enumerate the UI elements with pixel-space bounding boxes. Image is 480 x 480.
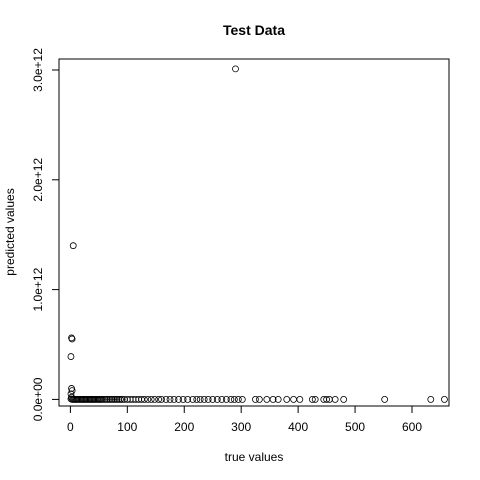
data-point — [175, 396, 182, 403]
data-point — [340, 396, 348, 403]
data-point — [274, 396, 282, 403]
data-point — [209, 396, 217, 403]
data-point — [232, 65, 239, 73]
data-point — [200, 396, 208, 403]
x-tick-label: 400 — [288, 420, 308, 434]
data-point — [252, 396, 259, 403]
data-point — [110, 396, 118, 403]
data-point — [222, 396, 230, 403]
data-point — [105, 396, 112, 403]
data-point — [308, 396, 316, 403]
data-point — [218, 396, 226, 403]
data-point — [68, 334, 75, 342]
data-point — [311, 396, 319, 403]
data-point — [331, 396, 339, 403]
data-point — [106, 396, 114, 403]
data-point — [381, 396, 389, 403]
data-point — [323, 396, 330, 403]
chart-title: Test Data — [223, 22, 285, 38]
data-point — [256, 396, 263, 403]
data-point — [158, 396, 165, 403]
data-points — [67, 65, 448, 403]
data-point — [213, 396, 221, 403]
y-axis-label: predicted values — [3, 188, 17, 275]
data-point — [68, 335, 76, 343]
data-point — [427, 396, 435, 403]
data-point — [151, 396, 159, 403]
data-point — [117, 396, 124, 403]
data-point — [283, 396, 291, 403]
data-point — [193, 396, 201, 403]
data-point — [230, 396, 238, 403]
data-point — [204, 396, 212, 403]
data-point — [141, 396, 148, 403]
data-point — [290, 396, 297, 403]
data-point — [113, 396, 121, 403]
data-point — [227, 396, 235, 403]
data-point — [147, 396, 155, 403]
data-point — [144, 396, 152, 403]
y-tick-label: 1.0e+12 — [31, 267, 45, 311]
x-tick-label: 100 — [117, 420, 137, 434]
y-tick-label: 2.0e+12 — [31, 158, 45, 202]
data-point — [101, 396, 109, 403]
x-axis-label: true values — [225, 450, 284, 464]
data-point — [162, 396, 170, 403]
x-tick-label: 200 — [174, 420, 194, 434]
data-point — [296, 396, 304, 403]
x-tick-label: 300 — [231, 420, 251, 434]
data-point — [166, 396, 174, 403]
y-axis: 0.0e+00 1.0e+12 2.0e+12 3.0e+12 — [31, 48, 59, 421]
data-point — [111, 396, 119, 403]
x-axis: 0 100 200 300 400 500 600 — [67, 406, 422, 434]
x-tick-label: 0 — [67, 420, 74, 434]
data-point — [238, 396, 246, 403]
data-point — [441, 396, 448, 403]
data-point — [196, 396, 204, 403]
plot-frame — [58, 58, 450, 407]
data-point — [100, 396, 107, 403]
data-point — [263, 396, 271, 403]
data-point — [69, 242, 77, 250]
data-point — [118, 396, 126, 403]
x-tick-label: 500 — [345, 420, 365, 434]
y-tick-label: 3.0e+12 — [31, 48, 45, 92]
data-point — [155, 396, 163, 403]
data-point — [103, 396, 111, 403]
data-point — [98, 396, 106, 403]
data-point — [68, 387, 76, 395]
data-point — [170, 396, 178, 403]
data-point — [179, 396, 187, 403]
data-point — [269, 396, 277, 403]
data-point — [234, 396, 242, 403]
data-point — [184, 396, 192, 403]
y-tick-label: 0.0e+00 — [31, 377, 45, 421]
data-point — [67, 353, 75, 360]
data-point — [108, 396, 116, 403]
x-tick-label: 600 — [402, 420, 422, 434]
data-point — [189, 396, 197, 403]
